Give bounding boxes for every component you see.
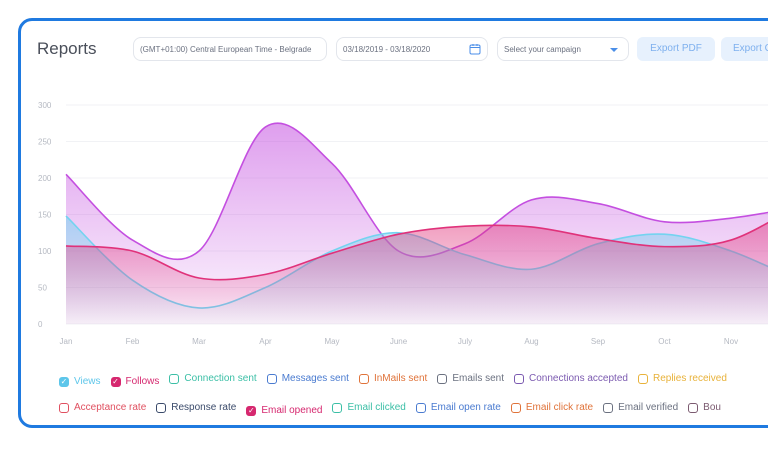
legend-label: Replies received <box>652 373 727 384</box>
x-tick-label: Aug <box>524 337 538 346</box>
checkbox-unchecked-icon[interactable] <box>688 402 699 413</box>
checkbox-unchecked-icon[interactable] <box>332 402 343 413</box>
checkbox-unchecked-icon[interactable] <box>156 402 167 413</box>
y-tick-label: 300 <box>38 101 52 110</box>
legend-label: Messages sent <box>281 373 349 384</box>
checkbox-unchecked-icon[interactable] <box>415 402 426 413</box>
x-tick-label: July <box>458 337 472 346</box>
reports-card: Reports (GMT+01:00) Central European Tim… <box>18 18 768 428</box>
checkbox-unchecked-icon[interactable] <box>514 373 524 384</box>
checkbox-unchecked-icon[interactable] <box>603 402 614 413</box>
x-tick-label: June <box>390 337 408 346</box>
legend-row-1: ✓ Views ✓ Follows Connection sent Messages se… <box>59 373 737 387</box>
checkbox-checked-icon[interactable]: ✓ <box>110 376 121 387</box>
checkbox-checked-icon[interactable]: ✓ <box>59 376 69 387</box>
campaign-select[interactable]: Select your campaign <box>497 37 629 61</box>
legend-item-email-click-rate[interactable]: Email click rate <box>510 402 594 413</box>
legend-label: Email clicked <box>347 402 406 413</box>
legend-item-email-verified[interactable]: Email verified <box>603 402 678 413</box>
legend-item-inmails-sent[interactable]: InMails sent <box>358 373 428 384</box>
checkbox-unchecked-icon[interactable] <box>358 373 369 384</box>
legend-label: Connection sent <box>184 373 257 384</box>
legend-label: Email verified <box>618 402 679 413</box>
legend-label: Connections accepted <box>529 373 628 384</box>
calendar-icon[interactable] <box>469 43 481 55</box>
legend-item-bou[interactable]: Bou <box>688 402 721 413</box>
y-tick-label: 50 <box>38 284 47 293</box>
legend-label: Follows <box>125 376 160 387</box>
x-tick-label: Apr <box>259 337 272 346</box>
legend-item-email-clicked[interactable]: Email clicked <box>332 402 406 413</box>
x-tick-label: Jan <box>60 337 73 346</box>
y-tick-label: 250 <box>38 138 52 147</box>
checkbox-unchecked-icon[interactable] <box>169 373 180 384</box>
y-tick-label: 100 <box>38 247 52 256</box>
legend-item-email-opened[interactable]: ✓ Email opened <box>246 405 322 416</box>
legend-label: Views <box>74 376 101 387</box>
checkbox-checked-icon[interactable]: ✓ <box>246 405 257 416</box>
legend-row-2: Acceptance rate Response rate ✓ Email opene… <box>59 402 731 416</box>
legend-label: Acceptance rate <box>74 402 147 413</box>
campaign-select-placeholder: Select your campaign <box>504 45 581 54</box>
legend-item-messages-sent[interactable]: Messages sent <box>266 373 349 384</box>
checkbox-unchecked-icon[interactable] <box>59 402 69 413</box>
legend-item-response-rate[interactable]: Response rate <box>156 402 236 413</box>
legend-label: Emails sent <box>452 373 504 384</box>
legend-item-follows[interactable]: ✓ Follows <box>110 376 160 387</box>
legend-item-acceptance-rate[interactable]: Acceptance rate <box>59 402 146 413</box>
checkbox-unchecked-icon[interactable] <box>637 373 648 384</box>
legend-label: InMails sent <box>373 373 428 384</box>
legend-label: Email opened <box>261 405 323 416</box>
timezone-select[interactable]: (GMT+01:00) Central European Time - Belg… <box>133 37 327 61</box>
series-line-follows[interactable] <box>65 206 768 281</box>
x-tick-label: Nov <box>724 337 738 346</box>
chevron-down-icon <box>610 48 618 52</box>
x-tick-label: Mar <box>192 337 206 346</box>
legend-label: Response rate <box>171 402 237 413</box>
legend-label: Email open rate <box>430 402 501 413</box>
checkbox-unchecked-icon[interactable] <box>510 402 521 413</box>
export-second-button[interactable]: Export C <box>721 37 768 61</box>
x-tick-label: Sep <box>591 337 606 346</box>
legend-item-views[interactable]: ✓ Views <box>59 376 101 387</box>
date-range-picker[interactable]: 03/18/2019 - 03/18/2020 <box>336 37 488 61</box>
legend-item-replies-received[interactable]: Replies received <box>637 373 727 384</box>
y-tick-label: 150 <box>38 211 52 220</box>
legend-item-connection-sent[interactable]: Connection sent <box>169 373 257 384</box>
legend-label: Email click rate <box>525 402 594 413</box>
page-title: Reports <box>37 39 97 58</box>
series-area-follows <box>66 222 768 324</box>
checkbox-unchecked-icon[interactable] <box>266 373 277 384</box>
legend-item-connections-accepted[interactable]: Connections accepted <box>514 373 628 384</box>
export-pdf-button[interactable]: Export PDF <box>637 37 715 61</box>
x-tick-label: May <box>324 337 339 346</box>
y-tick-label: 0 <box>38 320 43 329</box>
x-tick-label: Oct <box>658 337 671 346</box>
legend-label: Bou <box>703 402 721 413</box>
legend-item-emails-sent[interactable]: Emails sent <box>437 373 504 384</box>
y-tick-label: 200 <box>38 174 52 183</box>
legend-item-email-open-rate[interactable]: Email open rate <box>415 402 501 413</box>
checkbox-unchecked-icon[interactable] <box>437 373 448 384</box>
area-chart: 300 250 200 150 100 50 0 Jan Feb Mar Apr May June Jul… <box>38 101 768 346</box>
x-tick-label: Feb <box>126 337 140 346</box>
date-range-value: 03/18/2019 - 03/18/2020 <box>343 45 431 54</box>
